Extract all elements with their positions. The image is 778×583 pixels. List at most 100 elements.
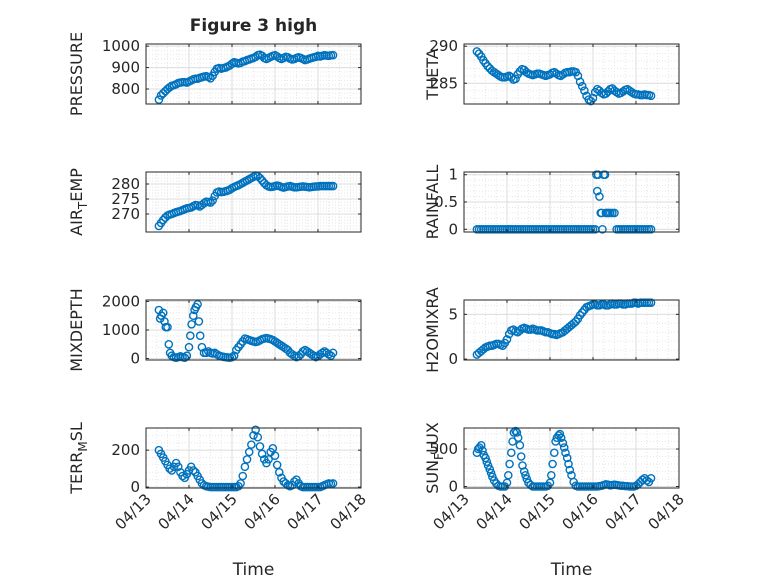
data-point <box>229 351 239 361</box>
data-point <box>251 425 260 435</box>
data-point <box>242 455 252 464</box>
data-point <box>290 477 299 486</box>
data-point <box>562 453 572 463</box>
data-point <box>255 442 265 451</box>
x-tick-label: 04/13 <box>430 490 473 533</box>
data-point <box>188 466 198 475</box>
y-tick-label: 1000 <box>102 321 140 339</box>
data-point <box>505 459 514 469</box>
axes-box <box>463 299 680 361</box>
axes-box <box>463 43 680 105</box>
data-point <box>255 173 265 183</box>
y-tick-label: 0.5 <box>434 193 458 211</box>
data-point <box>324 349 334 359</box>
data-point <box>281 344 291 353</box>
data-point <box>646 91 656 101</box>
y-tick-label: 290 <box>429 37 458 55</box>
y-tick-label: 0 <box>448 350 458 368</box>
data-point <box>546 470 556 480</box>
data-point <box>272 460 282 470</box>
y-tick-label: 1000 <box>102 37 140 55</box>
data-point <box>512 428 522 437</box>
data-point <box>274 468 284 477</box>
data-point <box>173 462 183 472</box>
data-point <box>206 198 215 207</box>
axes-box <box>145 43 362 105</box>
x-tick-label: 04/17 <box>284 490 327 533</box>
y-tick-label: 0 <box>130 350 140 368</box>
data-point <box>185 331 195 341</box>
data-point <box>556 433 566 443</box>
data-point <box>194 317 204 326</box>
data-point <box>483 61 492 71</box>
data-point <box>646 473 656 483</box>
data-point <box>225 185 235 194</box>
data-point <box>156 91 166 100</box>
x-tick-label: 04/18 <box>645 490 688 533</box>
data-point <box>253 432 263 442</box>
series-markers <box>154 171 338 231</box>
data-point <box>244 447 254 457</box>
y-axis-label: THETA <box>423 48 442 100</box>
data-point <box>227 352 237 362</box>
figure-title: Figure 3 high <box>190 16 318 36</box>
data-point <box>600 170 610 180</box>
y-axis-label: TERRMSL <box>67 422 90 495</box>
series-markers <box>472 170 656 234</box>
series-markers <box>154 425 338 492</box>
panel-mixdepth: 0 1000 2000 MIXDEPTH <box>67 288 362 372</box>
x-axis-label-right: Time <box>550 560 593 580</box>
y-tick-label: 0 <box>448 478 458 496</box>
data-point <box>328 181 338 191</box>
data-point <box>264 455 273 464</box>
data-point <box>180 353 189 363</box>
data-point <box>509 428 519 437</box>
series-markers <box>472 47 656 106</box>
axes-box <box>145 427 362 489</box>
x-tick-label: 04/15 <box>198 490 241 533</box>
data-point <box>227 59 237 69</box>
y-axis-label: H2OMIXRA <box>423 287 442 373</box>
y-tick-label: 270 <box>111 205 140 223</box>
data-point <box>247 440 256 449</box>
data-point <box>208 196 217 205</box>
data-point <box>158 308 168 318</box>
y-axis-label: PRESSURE <box>67 32 86 116</box>
data-point <box>240 462 250 472</box>
data-point <box>486 468 496 478</box>
data-point <box>187 319 196 329</box>
data-point <box>564 459 573 469</box>
y-tick-label: 1 <box>448 166 458 184</box>
y-tick-label: 900 <box>111 59 140 77</box>
data-point <box>476 440 486 450</box>
data-point <box>485 464 495 474</box>
data-point <box>328 348 338 358</box>
data-point <box>558 438 568 448</box>
x-tick-label: 04/17 <box>602 490 645 533</box>
series-markers <box>154 50 338 105</box>
data-point <box>165 464 174 473</box>
data-point <box>555 429 565 439</box>
axes-box <box>463 427 680 489</box>
data-point <box>646 224 656 234</box>
data-point <box>472 47 482 56</box>
x-tick-label: 04/13 <box>112 490 155 533</box>
data-point <box>554 431 563 440</box>
data-point <box>516 452 526 461</box>
x-tick-label: 04/16 <box>559 490 602 533</box>
data-point <box>201 348 211 358</box>
data-point <box>184 342 194 352</box>
data-point <box>479 344 488 354</box>
y-tick-label: 285 <box>429 74 458 92</box>
data-point <box>506 448 516 458</box>
x-tick-label: 04/18 <box>327 490 370 533</box>
data-point <box>559 443 569 452</box>
panel-terr-msl: 0 200 04/13 04/14 04/15 04/16 04/17 04/18 TERRMS… <box>67 422 370 533</box>
data-point <box>575 77 585 87</box>
data-point <box>182 351 192 361</box>
data-point <box>580 86 589 95</box>
data-point <box>328 50 338 60</box>
